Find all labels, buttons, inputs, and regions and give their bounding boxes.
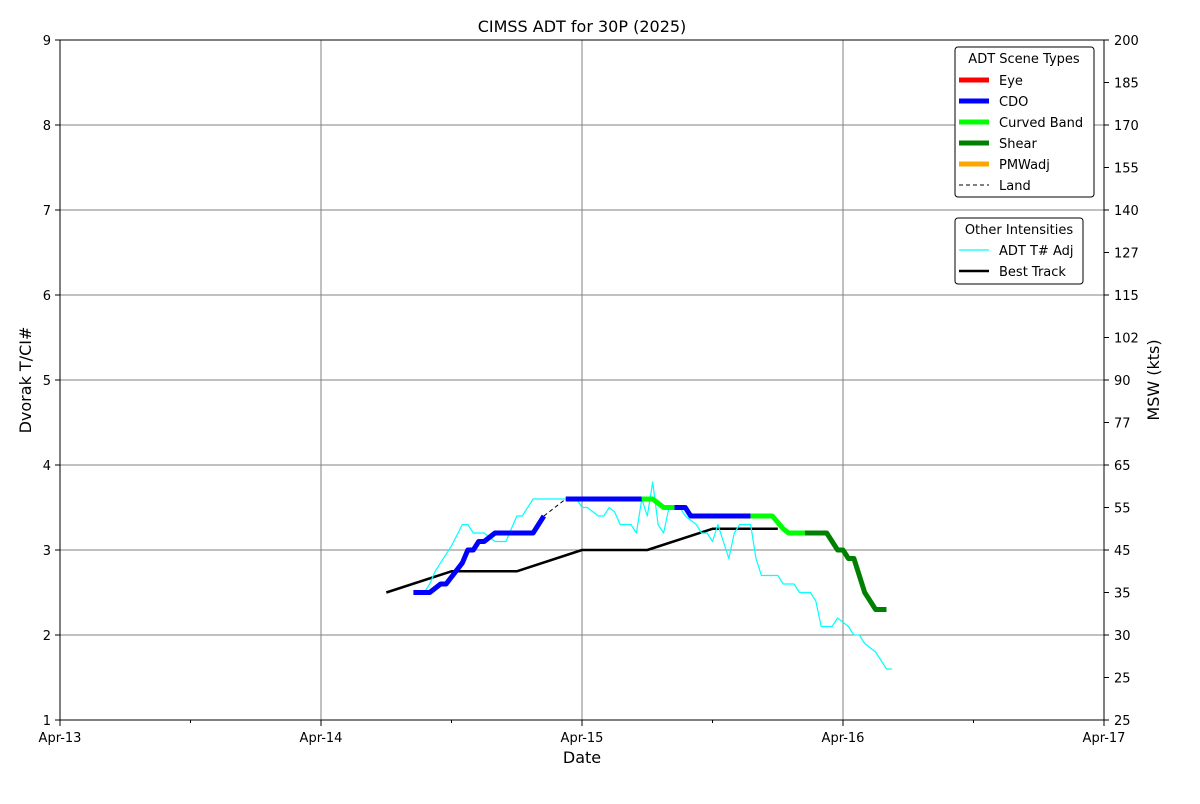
- y-tick-label: 4: [43, 459, 51, 474]
- x-tick-label: Apr-14: [300, 731, 343, 746]
- y2-tick-label: 140: [1114, 204, 1139, 219]
- y2-tick-label: 115: [1114, 289, 1139, 304]
- legend-other-box: [954, 217, 1084, 285]
- series-curved-band: [750, 513, 805, 536]
- legend-other-title: Other Intensities: [965, 223, 1074, 238]
- y2-tick-label: 25: [1114, 672, 1131, 687]
- axis-ticks: 1234567892525303545556577901021151271401…: [39, 34, 1139, 746]
- grid-lines: [60, 40, 1104, 720]
- y-tick-label: 6: [43, 289, 51, 304]
- y-tick-label: 2: [43, 629, 51, 644]
- y-axis-label-right: MSW (kts): [1144, 339, 1163, 420]
- y2-tick-label: 35: [1114, 587, 1131, 602]
- legend-entry-label: Best Track: [999, 265, 1066, 280]
- y2-tick-label: 185: [1114, 77, 1139, 92]
- y-tick-label: 1: [43, 714, 51, 729]
- series-layer: [385, 481, 892, 670]
- y2-tick-label: 170: [1114, 119, 1139, 134]
- x-tick-label: Apr-16: [822, 731, 865, 746]
- x-tick-label: Apr-15: [561, 731, 604, 746]
- y-tick-label: 5: [43, 374, 51, 389]
- y2-tick-label: 65: [1114, 459, 1131, 474]
- legend-scene-title: ADT Scene Types: [968, 52, 1080, 67]
- y2-tick-label: 55: [1114, 502, 1131, 517]
- series-curved-band: [641, 496, 675, 510]
- series-cdo: [413, 514, 547, 595]
- series-adt-t-adj: [423, 481, 892, 670]
- legend-scene-types: ADT Scene Types Eye CDO Curved Band Shear PM…: [954, 46, 1095, 198]
- legend-entry-label: ADT T# Adj: [999, 244, 1073, 259]
- x-tick-label: Apr-17: [1083, 731, 1126, 746]
- series-land: [543, 498, 567, 517]
- y2-tick-label: 45: [1114, 544, 1131, 559]
- legend-entry-label: PMWadj: [999, 158, 1050, 173]
- y2-tick-label: 155: [1114, 162, 1139, 177]
- y2-tick-label: 90: [1114, 374, 1131, 389]
- legend-entry-label: CDO: [999, 95, 1028, 110]
- legend-other-intensities: Other Intensities ADT T# Adj Best Track: [954, 217, 1084, 285]
- y2-tick-label: 102: [1114, 332, 1139, 347]
- y2-tick-label: 25: [1114, 714, 1131, 729]
- series-cdo: [674, 505, 751, 519]
- legend-entry-label: Eye: [999, 74, 1023, 89]
- series-best-track: [385, 527, 778, 594]
- legend-entry-label: Shear: [999, 137, 1037, 152]
- y2-tick-label: 200: [1114, 34, 1139, 49]
- y2-tick-label: 30: [1114, 629, 1131, 644]
- legend-entry-label: Curved Band: [999, 116, 1083, 131]
- y-axis-label-left: Dvorak T/CI#: [16, 327, 35, 434]
- y2-tick-label: 77: [1114, 417, 1131, 432]
- chart-title: CIMSS ADT for 30P (2025): [478, 17, 687, 36]
- x-tick-label: Apr-13: [39, 731, 82, 746]
- y-tick-label: 3: [43, 544, 51, 559]
- legend-entry-label: Land: [999, 179, 1031, 194]
- y-tick-label: 7: [43, 204, 51, 219]
- legend-scene-box: [954, 46, 1095, 198]
- y2-tick-label: 127: [1114, 247, 1139, 262]
- x-axis-label: Date: [563, 748, 601, 767]
- y-tick-label: 9: [43, 34, 51, 49]
- series-shear: [804, 530, 887, 612]
- y-tick-label: 8: [43, 119, 51, 134]
